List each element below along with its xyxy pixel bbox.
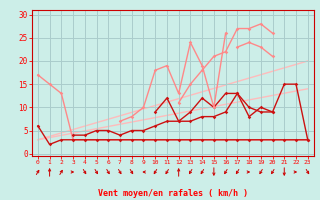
Text: Vent moyen/en rafales ( km/h ): Vent moyen/en rafales ( km/h ) [98, 189, 248, 198]
